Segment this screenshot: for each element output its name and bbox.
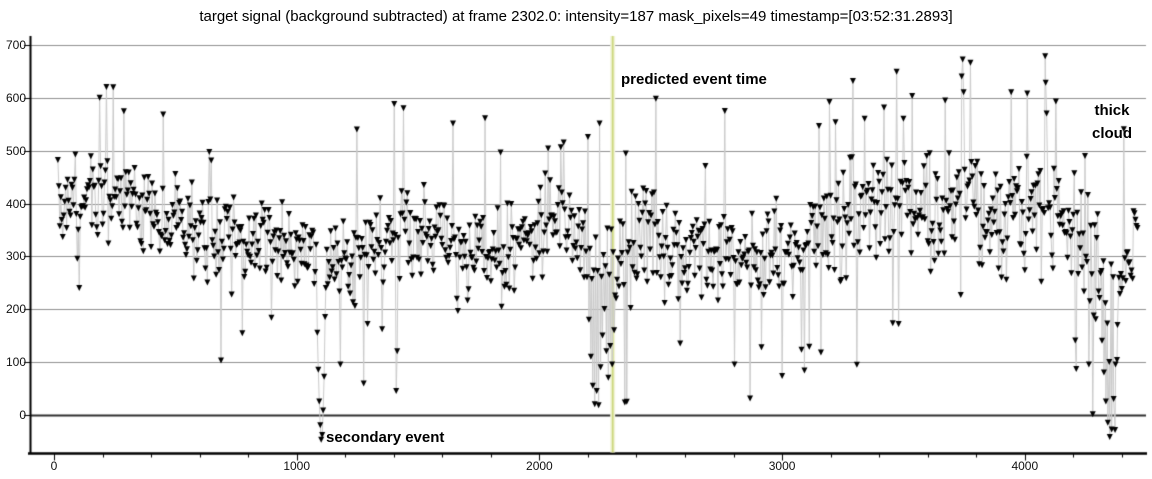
x-tick-label: 1000 [283,459,311,473]
x-tick-label: 0 [50,459,58,473]
annotation-thick-cloud-line2: cloud [1092,125,1132,142]
annotation-thick-cloud: thick cloud [1084,99,1140,145]
annotation-secondary-event: secondary event [326,429,445,446]
annotation-thick-cloud-line1: thick [1094,102,1130,119]
y-tick-label: 400 [5,196,26,211]
y-tick-label: 700 [5,38,26,52]
y-tick-label: 100 [5,355,26,370]
y-tick-label: 300 [5,249,26,264]
annotation-predicted-event-time: predicted event time [621,71,767,88]
x-tick-label: 2000 [526,459,553,473]
x-tick-label: 3000 [768,459,796,473]
y-tick-label: 500 [5,143,26,158]
y-tick-label: 0 [19,408,26,422]
y-tick-label: 200 [5,302,26,317]
chart-title: target signal (background subtracted) at… [199,8,953,25]
y-tick-label: 600 [5,90,26,105]
x-tick-label: 4000 [1011,459,1039,473]
